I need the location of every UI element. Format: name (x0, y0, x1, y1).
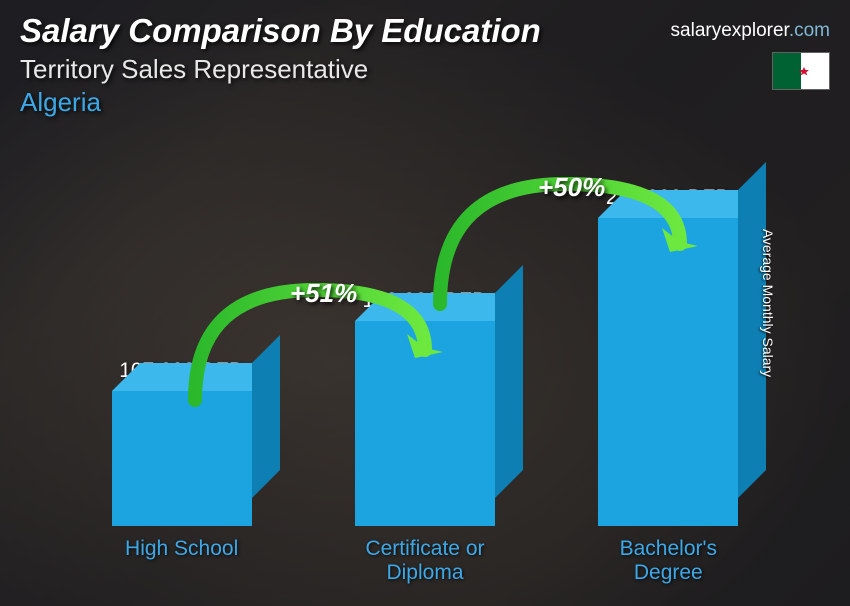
increase-label-2: +50% (538, 172, 605, 203)
chart-area: +51% +50% 107,000 DZD 162,000 DZD (60, 130, 790, 586)
x-axis-labels: High School Certificate orDiploma Bachel… (60, 531, 790, 586)
logo-brand: salaryexplorer (671, 20, 789, 41)
x-label-0: High School (82, 531, 282, 586)
x-label-1: Certificate orDiploma (325, 531, 525, 586)
country-flag (772, 52, 830, 90)
site-logo: salaryexplorer.com (671, 20, 830, 42)
x-label-2: Bachelor'sDegree (568, 531, 768, 586)
page-subtitle: Territory Sales Representative (20, 54, 830, 85)
bar-0 (112, 391, 252, 526)
logo-suffix: .com (789, 20, 830, 41)
page-country: Algeria (20, 87, 830, 118)
bar-front-face (112, 391, 252, 526)
y-axis-label: Average Monthly Salary (760, 229, 776, 377)
flag-emblem-icon (789, 59, 813, 83)
increase-label-1: +51% (290, 278, 357, 309)
